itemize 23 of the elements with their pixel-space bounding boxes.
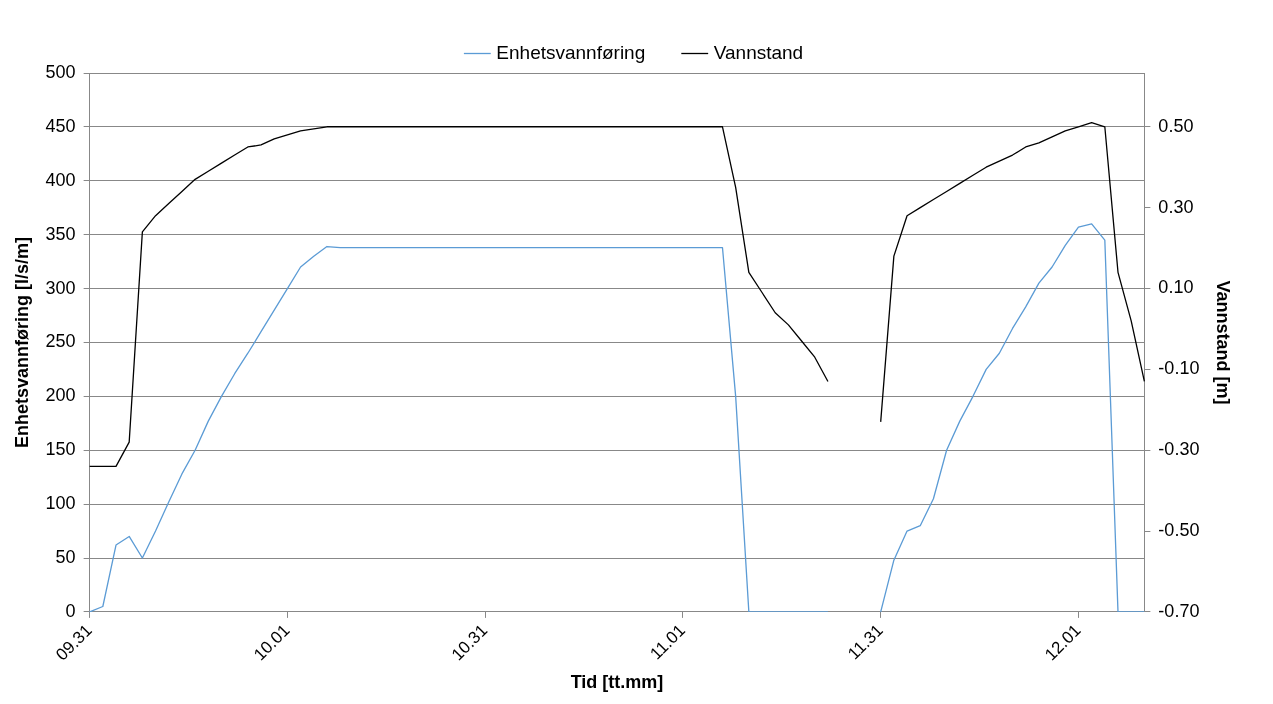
y2-tick-label: -0.30 bbox=[1158, 439, 1200, 460]
x-axis-title: Tid [tt.mm] bbox=[570, 672, 664, 693]
legend-label: Enhetsvannføring bbox=[496, 41, 646, 63]
y2-tick-label: -0.70 bbox=[1158, 600, 1200, 621]
y-tick-label: 300 bbox=[45, 277, 76, 298]
y-tick-label: 100 bbox=[45, 493, 76, 514]
y2-tick-label: 0.30 bbox=[1158, 196, 1194, 217]
y-tick-label: 0 bbox=[65, 600, 76, 621]
y2-tick-label: -0.10 bbox=[1158, 358, 1200, 379]
y-tick-label: 500 bbox=[45, 61, 76, 82]
y2-tick-label: -0.50 bbox=[1158, 520, 1200, 541]
y2-tick-label: 0.10 bbox=[1158, 277, 1194, 298]
y2-tick-label: 0.50 bbox=[1158, 115, 1194, 136]
y-tick-label: 200 bbox=[45, 385, 76, 406]
y2-axis-title: Vannstand [m] bbox=[1213, 280, 1234, 405]
y-tick-label: 150 bbox=[45, 439, 76, 460]
y-tick-label: 400 bbox=[45, 169, 76, 190]
y-tick-label: 350 bbox=[45, 223, 76, 244]
y-tick-label: 250 bbox=[45, 331, 76, 352]
y-tick-label: 50 bbox=[55, 546, 76, 567]
y-axis-title: Enhetsvannføring [l/s/m] bbox=[11, 236, 32, 448]
y-tick-label: 450 bbox=[45, 115, 76, 136]
legend-label: Vannstand bbox=[713, 41, 804, 63]
